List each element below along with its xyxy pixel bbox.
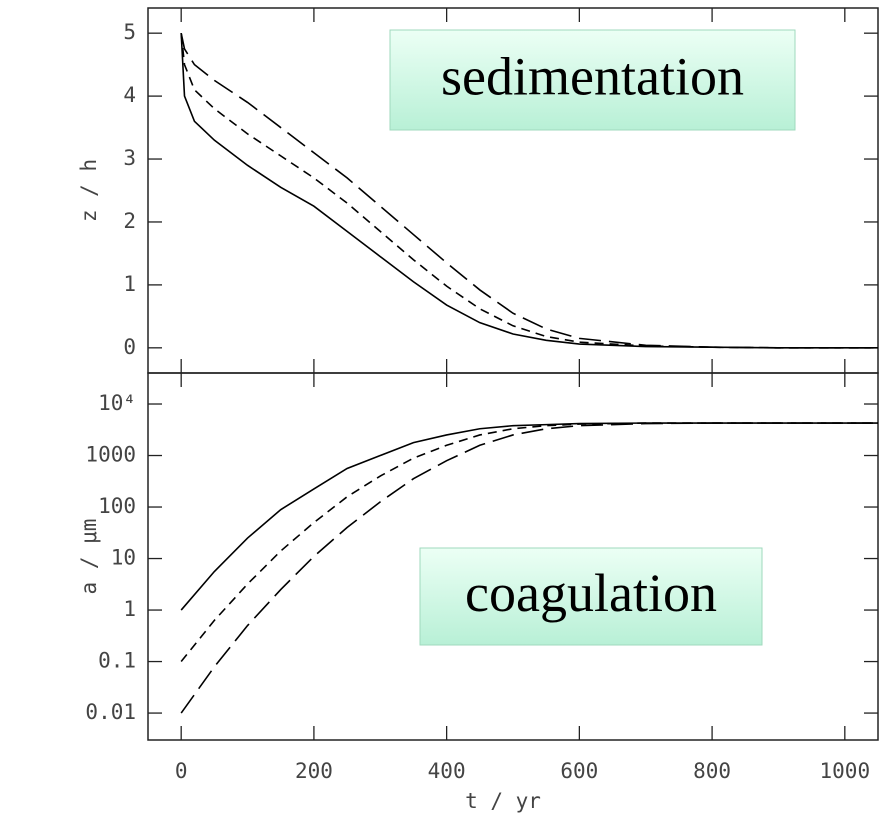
x-tick-label: 1000 — [820, 759, 871, 783]
series-line — [180, 422, 878, 663]
series-line — [180, 422, 878, 714]
annotation-box — [419, 547, 763, 646]
x-tick-label: 0 — [175, 759, 188, 783]
x-tick-label: 400 — [428, 759, 466, 783]
y-tick-label: 1000 — [85, 443, 136, 467]
annotation-box — [389, 29, 796, 131]
y-tick-label: 0 — [123, 335, 136, 359]
x-tick-label: 200 — [295, 759, 333, 783]
y-tick-label: 3 — [123, 146, 136, 170]
y-axis-title: z / h — [77, 159, 101, 222]
annotation: coagulation — [465, 563, 717, 623]
y-tick-label: 1 — [123, 272, 136, 296]
series-line — [180, 33, 878, 349]
y-tick-label: 10 — [111, 546, 136, 570]
x-axis-title: t / yr — [465, 789, 541, 813]
y-tick-label: 2 — [123, 209, 136, 233]
annotation: sedimentation — [441, 46, 744, 106]
y-tick-label: 5 — [123, 20, 136, 44]
y-axis-title: a / μm — [77, 519, 101, 595]
y-tick-label: 10⁴ — [98, 391, 136, 415]
y-tick-label: 4 — [123, 83, 136, 107]
y-tick-label: 0.1 — [98, 649, 136, 673]
x-tick-label: 800 — [693, 759, 731, 783]
plot-frame — [147, 372, 879, 741]
y-tick-label: 1 — [123, 597, 136, 621]
y-tick-label: 100 — [98, 494, 136, 518]
y-tick-label: 0.01 — [85, 700, 136, 724]
x-tick-label: 600 — [560, 759, 598, 783]
